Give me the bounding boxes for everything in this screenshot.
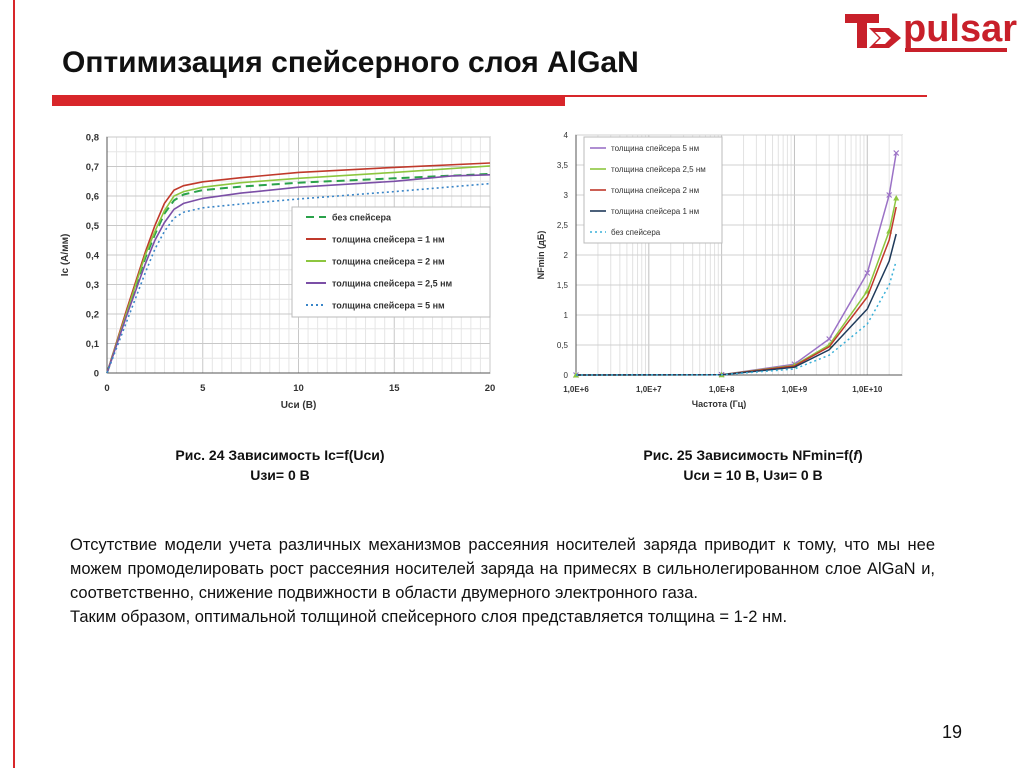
y-tick-label: 0,3 xyxy=(86,280,99,291)
y-tick-label: 0,5 xyxy=(86,221,100,232)
legend-entry: толщина спейсера = 5 нм xyxy=(332,301,445,311)
figure-24-caption-line2: Uзи= 0 В xyxy=(250,467,310,483)
x-tick-label: 5 xyxy=(200,383,206,394)
figure-25-caption-paren: ) xyxy=(857,447,863,463)
figure-25-caption: Рис. 25 Зависимость NFmin=f(f) Uси = 10 … xyxy=(598,445,908,485)
left-accent-line xyxy=(13,0,15,768)
y-tick-label: 2,5 xyxy=(557,221,569,230)
x-tick-label: 1,0E+7 xyxy=(636,385,662,394)
x-axis-label: Частота (Гц) xyxy=(692,399,746,409)
pulsar-logo-mark-icon xyxy=(845,14,901,48)
y-tick-label: 0 xyxy=(564,371,569,380)
series-line xyxy=(106,162,491,374)
y-tick-label: 1 xyxy=(564,311,569,320)
legend-entry: толщина спейсера 1 нм xyxy=(611,207,699,216)
x-tick-label: 1,0E+9 xyxy=(782,385,808,394)
x-tick-label: 20 xyxy=(485,383,496,394)
x-tick-label: 0 xyxy=(104,383,109,394)
y-axis-label: Ic (А/мм) xyxy=(60,234,71,277)
y-tick-label: 1,5 xyxy=(557,281,569,290)
body-text: Отсутствие модели учета различных механи… xyxy=(70,533,935,629)
series-line xyxy=(106,165,491,374)
y-tick-label: 0,4 xyxy=(86,251,100,262)
pulsar-logo-underline xyxy=(905,48,1007,52)
y-tick-label: 0,8 xyxy=(86,133,99,144)
title-underline-thin xyxy=(565,95,927,97)
figure-25-caption-f: f xyxy=(853,447,858,463)
y-tick-label: 0 xyxy=(94,369,99,380)
pulsar-logo-text: pulsar xyxy=(903,8,1018,50)
x-tick-label: 1,0E+8 xyxy=(709,385,735,394)
x-tick-label: 1,0E+10 xyxy=(852,385,883,394)
series-marker xyxy=(864,270,871,276)
series-marker xyxy=(893,195,900,201)
series-marker xyxy=(893,150,900,156)
legend-box xyxy=(583,136,723,244)
legend-entry: без спейсера xyxy=(611,228,661,237)
y-tick-label: 2 xyxy=(564,251,569,260)
legend-entry: толщина спейсера = 2,5 нм xyxy=(332,279,453,289)
x-tick-label: 1,0E+6 xyxy=(563,385,589,394)
legend-entry: толщина спейсера 2,5 нм xyxy=(611,165,706,174)
y-tick-label: 0,2 xyxy=(86,310,99,321)
page-number: 19 xyxy=(941,722,962,742)
chart-nfmin-vs-frequency: 0 0,5 1 1,5 2 2,5 3 3,5 4 1,0E+6 1,0E+7 1,0E+8 1,0E+… xyxy=(536,131,903,409)
y-tick-label: 3,5 xyxy=(557,161,569,170)
chart-ic-vs-uds: 0 0,1 0,2 0,3 0,4 0,5 0,6 0,7 0,8 0 5 10 15 20 Uси (В)… xyxy=(60,133,496,412)
legend-entry: толщина спейсера 2 нм xyxy=(611,186,699,195)
y-tick-label: 0,7 xyxy=(86,162,99,173)
series-marker xyxy=(826,342,833,348)
legend-entry: толщина спейсера = 2 нм xyxy=(332,257,445,267)
figure-25-caption-text: Рис. 25 Зависимость NFmin=f( xyxy=(643,447,854,463)
y-tick-label: 0,5 xyxy=(557,341,569,350)
legend-entry: без спейсера xyxy=(332,213,392,223)
series-marker xyxy=(826,336,833,342)
y-tick-label: 3 xyxy=(564,191,569,200)
y-axis-label: NFmin (дБ) xyxy=(536,231,546,280)
paragraph-2: Таким образом, оптимальной толщиной спей… xyxy=(70,608,788,626)
series-line xyxy=(575,260,897,376)
paragraph-1: Отсутствие модели учета различных механи… xyxy=(70,536,935,602)
legend-entry: толщина спейсера 5 нм xyxy=(611,144,699,153)
slide-title: Оптимизация спейсерного слоя AlGaN xyxy=(62,46,639,79)
series-line xyxy=(106,174,491,374)
y-tick-label: 4 xyxy=(564,131,569,140)
figure-24-caption-line1: Рис. 24 Зависимость Ic=f(Uси) xyxy=(175,447,385,463)
x-tick-label: 15 xyxy=(389,383,400,394)
legend-entry: толщина спейсера = 1 нм xyxy=(332,235,445,245)
y-tick-label: 0,1 xyxy=(86,339,100,350)
series-marker xyxy=(886,192,893,198)
x-axis-label: Uси (В) xyxy=(281,400,317,411)
figure-25-caption-line1: Рис. 25 Зависимость NFmin=f(f) xyxy=(598,445,908,465)
figure-24-caption: Рис. 24 Зависимость Ic=f(Uси) Uзи= 0 В xyxy=(130,445,430,485)
y-tick-label: 0,6 xyxy=(86,192,99,203)
figure-25-caption-line2: Uси = 10 В, Uзи= 0 В xyxy=(683,467,823,483)
x-tick-label: 10 xyxy=(293,383,304,394)
title-underline-thick xyxy=(52,95,565,106)
